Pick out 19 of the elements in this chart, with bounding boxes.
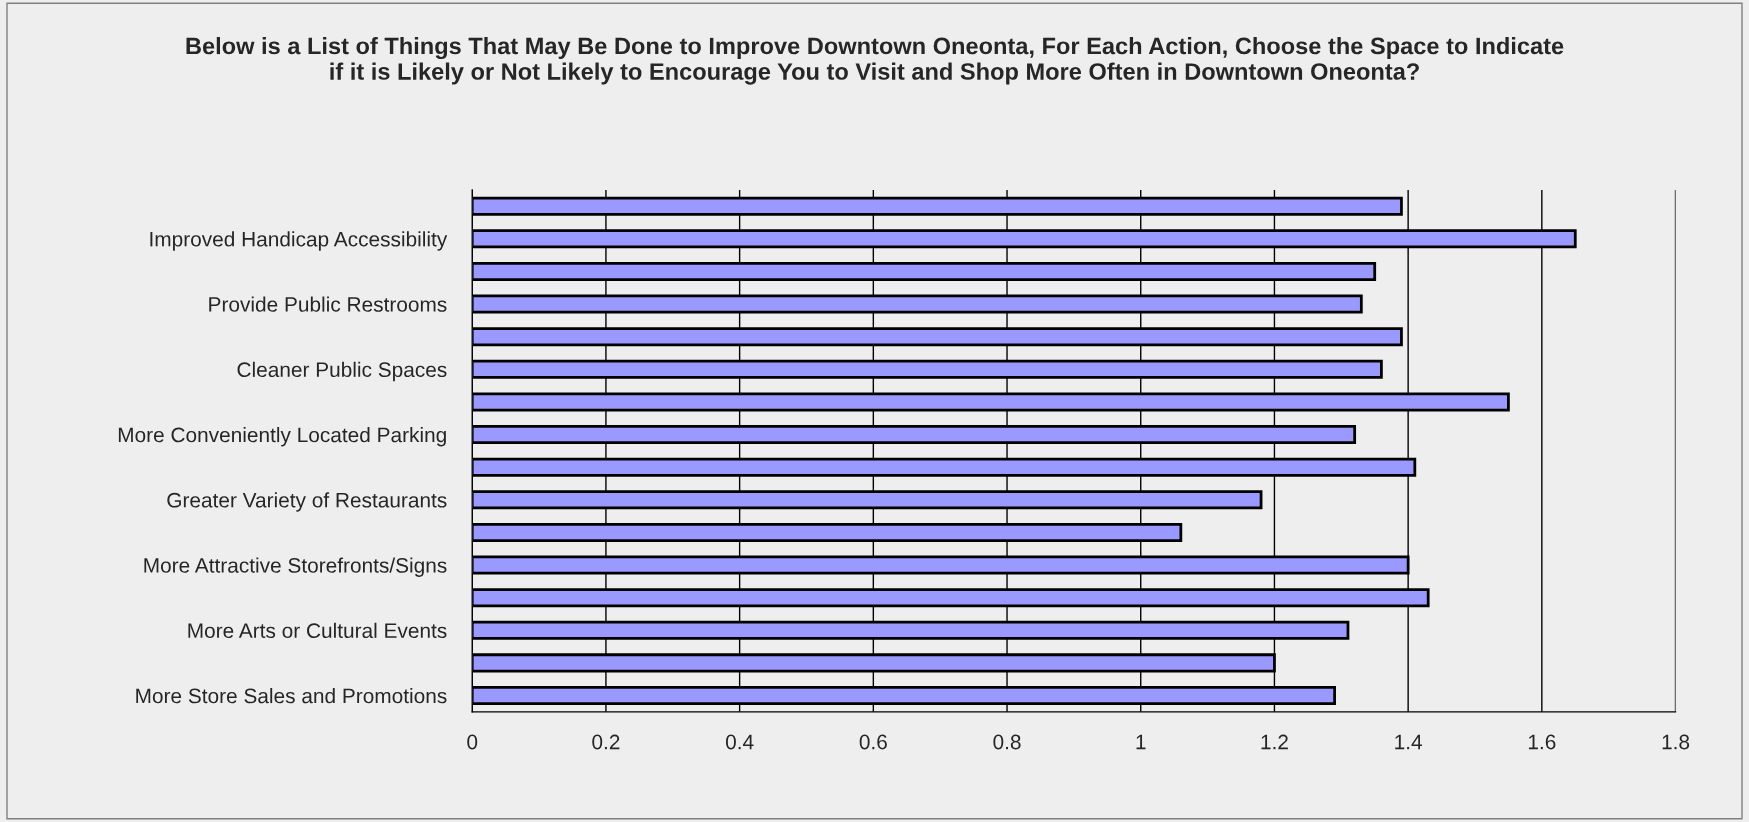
y-tick-label: More Arts or Cultural Events	[188, 622, 447, 639]
x-tick-label: 0.4	[725, 734, 754, 750]
x-tick-label: 1.6	[1528, 734, 1556, 750]
y-tick-label: Provide Public Restrooms	[209, 296, 447, 312]
y-tick-label: Improved Handicap Accessibility	[150, 231, 448, 251]
y-tick-label: Cleaner Public Spaces	[237, 361, 447, 382]
x-tick-label: 0.6	[859, 734, 887, 750]
x-tick-label: 1.4	[1395, 734, 1423, 750]
y-tick-label: More Store Sales and Promotions	[136, 687, 447, 704]
chart-title: Below is a List of Things That May Be Done to Improve Downtown Oneonta, For Each Action, Choose the Space to Indicate if it is Likely or Not Likely to Encourage You to Visit and Shop More Often in Downtown Oneonta?	[186, 36, 1564, 85]
y-tick-label: More Attractive Storefronts/Signs	[144, 557, 447, 577]
x-tick-label: 0.8	[993, 734, 1021, 750]
x-tick-label: 1	[1136, 734, 1146, 750]
x-tick-label: 0.2	[592, 734, 620, 750]
x-tick-label: 1.2	[1261, 734, 1288, 750]
y-tick-label: More Conveniently Located Parking	[118, 427, 446, 447]
x-tick-label: 1.8	[1662, 734, 1690, 750]
y-tick-label: Greater Variety of Restaurants	[167, 492, 447, 512]
x-tick-label: 0	[467, 734, 478, 750]
